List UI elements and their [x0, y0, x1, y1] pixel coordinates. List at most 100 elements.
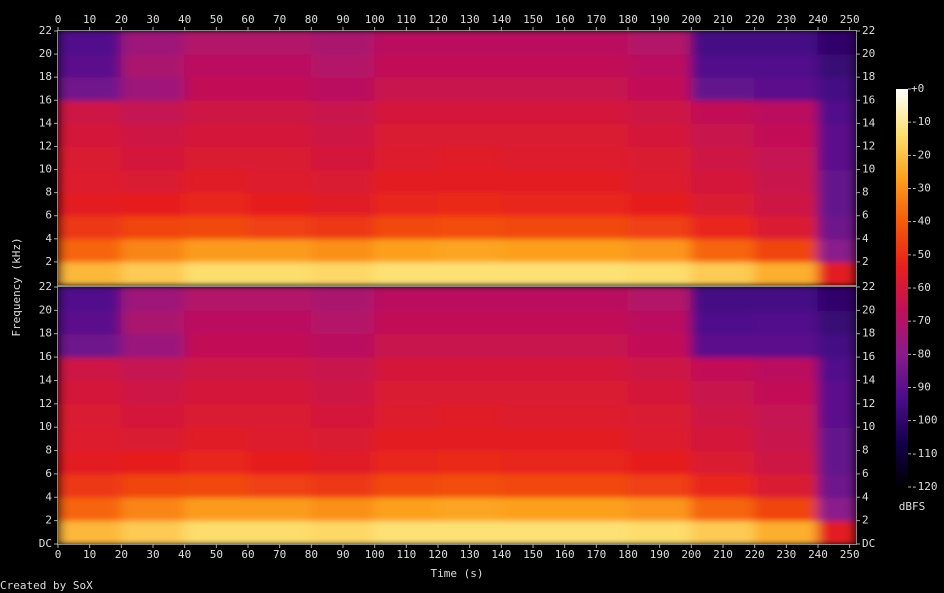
cell: [247, 356, 312, 381]
cell: [817, 122, 856, 147]
cell: [58, 169, 122, 194]
cell: [627, 403, 692, 428]
cell: [310, 450, 376, 475]
cell: [310, 76, 376, 101]
y-tick-label: 22: [39, 280, 52, 293]
cell: [58, 31, 122, 55]
x-tick-label: 220: [745, 548, 765, 561]
cell: [437, 520, 502, 544]
plot-frame: [57, 30, 857, 286]
cell: [817, 379, 856, 405]
cell: [754, 356, 819, 381]
x-tick-label: 180: [618, 548, 638, 561]
cell: [564, 99, 629, 124]
cell: [500, 379, 566, 405]
cell: [690, 215, 756, 240]
cell: [120, 169, 186, 194]
cell: [184, 333, 249, 358]
cell: [184, 122, 249, 147]
cell: [690, 31, 756, 55]
cell: [564, 238, 629, 263]
cell: [754, 287, 819, 311]
cell: [184, 99, 249, 124]
cell: [120, 99, 186, 124]
cell: [690, 379, 756, 405]
cell: [500, 261, 566, 285]
cell: [817, 192, 856, 217]
cell: [627, 287, 692, 311]
colorbar-tick-label: -100: [911, 414, 938, 427]
cell: [120, 379, 186, 405]
colorbar: [896, 89, 908, 487]
cell: [564, 450, 629, 475]
cell: [58, 192, 122, 217]
cell: [120, 53, 186, 78]
cell: [120, 145, 186, 171]
x-tick-label: 30: [146, 548, 159, 561]
cell: [374, 287, 439, 311]
colorbar-tick-label: +0: [911, 82, 924, 95]
x-tick-label: 130: [460, 13, 480, 26]
cell: [247, 520, 312, 544]
cell: [58, 309, 122, 335]
cell: [184, 31, 249, 55]
cell: [690, 53, 756, 78]
cell: [310, 99, 376, 124]
cell: [564, 356, 629, 381]
cell: [184, 379, 249, 405]
cell: [58, 450, 122, 475]
cell: [184, 287, 249, 311]
x-tick-label: 50: [210, 548, 223, 561]
cell: [690, 496, 756, 522]
cell: [374, 309, 439, 335]
cell: [247, 403, 312, 428]
cell: [310, 473, 376, 498]
cell: [374, 496, 439, 522]
cell: [754, 122, 819, 147]
cell: [627, 333, 692, 358]
cell: [817, 76, 856, 101]
cell: [184, 356, 249, 381]
cell: [690, 192, 756, 217]
cell: [817, 450, 856, 475]
cell: [564, 426, 629, 452]
cell: [817, 53, 856, 78]
cell: [374, 53, 439, 78]
cell: [500, 356, 566, 381]
cell: [690, 403, 756, 428]
cell: [564, 520, 629, 544]
cell: [817, 287, 856, 311]
x-tick-label: 210: [713, 548, 733, 561]
y-tick-label: 8: [45, 444, 52, 457]
cell: [120, 238, 186, 263]
cell: [754, 473, 819, 498]
cell: [184, 450, 249, 475]
cell: [310, 496, 376, 522]
cell: [564, 76, 629, 101]
cell: [247, 450, 312, 475]
x-tick-label: 70: [273, 548, 286, 561]
cell: [247, 496, 312, 522]
cell: [627, 169, 692, 194]
cell: [120, 473, 186, 498]
y-tick-label: 4: [862, 490, 869, 503]
x-tick-label: 100: [365, 548, 385, 561]
cell: [437, 426, 502, 452]
cell: [754, 53, 819, 78]
y-tick-label: 10: [862, 163, 875, 176]
y-tick-label: 6: [45, 467, 52, 480]
x-tick-label: 50: [210, 13, 223, 26]
x-tick-label: 90: [336, 13, 349, 26]
cell: [58, 520, 122, 544]
colorbar-tick-label: -30: [911, 182, 931, 195]
cell: [184, 238, 249, 263]
cell: [627, 99, 692, 124]
cell: [627, 356, 692, 381]
cell: [437, 309, 502, 335]
x-tick-label: 140: [491, 548, 511, 561]
cell: [817, 215, 856, 240]
cell: [120, 31, 186, 55]
colorbar-tick-label: -80: [911, 347, 931, 360]
cell: [817, 99, 856, 124]
cell: [437, 333, 502, 358]
